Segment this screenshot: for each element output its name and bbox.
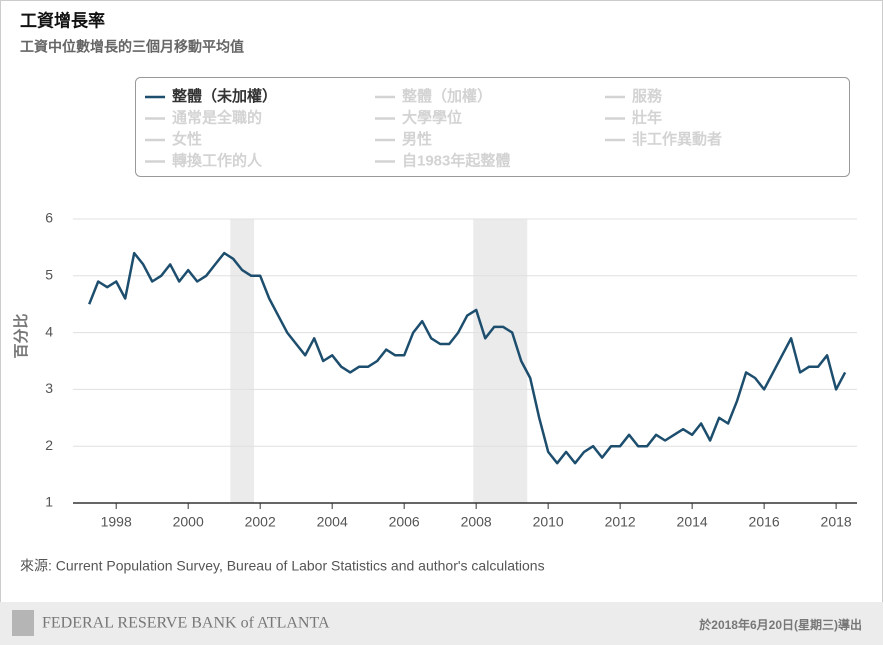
recession-shade bbox=[473, 219, 528, 503]
x-tick-label: 2000 bbox=[173, 514, 204, 530]
legend-label[interactable]: 壯年 bbox=[632, 108, 662, 126]
source: 來源: Current Population Survey, Bureau of… bbox=[20, 558, 545, 574]
x-tick-label: 2016 bbox=[749, 514, 780, 530]
x-tick-label: 2014 bbox=[677, 514, 708, 530]
legend-label[interactable]: 男性 bbox=[402, 130, 432, 148]
x-tick-label: 1998 bbox=[101, 514, 132, 530]
export-note: 於2018年6月20日(星期三)導出 bbox=[699, 617, 862, 632]
legend-label[interactable]: 非工作異動者 bbox=[632, 130, 722, 148]
legend-label: 整體（未加權） bbox=[172, 87, 277, 105]
brand: FEDERAL RESERVE BANK of ATLANTA bbox=[42, 615, 330, 632]
recession-shade bbox=[230, 219, 255, 503]
y-tick-label: 4 bbox=[45, 323, 53, 339]
y-axis-label: 百分比 bbox=[12, 313, 30, 358]
x-tick-label: 2010 bbox=[533, 514, 564, 530]
footer bbox=[0, 602, 883, 645]
legend-label[interactable]: 自1983年起整體 bbox=[402, 151, 510, 169]
chart-subtitle: 工資中位數增長的三個月移動平均值 bbox=[20, 39, 244, 55]
x-tick-label: 2008 bbox=[461, 514, 492, 530]
x-tick-label: 2012 bbox=[605, 514, 636, 530]
legend-label[interactable]: 服務 bbox=[632, 87, 663, 105]
y-tick-label: 1 bbox=[45, 494, 53, 510]
data-line bbox=[88, 251, 847, 465]
legend-label[interactable]: 女性 bbox=[172, 130, 202, 148]
x-tick-label: 2006 bbox=[389, 514, 420, 530]
legend-label[interactable]: 通常是全職的 bbox=[172, 108, 262, 126]
legend-label[interactable]: 轉換工作的人 bbox=[172, 151, 263, 169]
legend-box bbox=[135, 77, 850, 177]
x-tick-label: 2004 bbox=[317, 514, 348, 530]
logo-icon bbox=[12, 610, 34, 636]
chart-title: 工資增長率 bbox=[20, 10, 105, 30]
x-tick-label: 2002 bbox=[245, 514, 276, 530]
y-tick-label: 3 bbox=[45, 380, 53, 396]
y-tick-label: 6 bbox=[45, 210, 53, 226]
y-tick-label: 5 bbox=[45, 267, 53, 283]
x-tick-label: 2018 bbox=[821, 514, 852, 530]
legend-label[interactable]: 整體（加權） bbox=[402, 87, 492, 105]
y-tick-label: 2 bbox=[45, 437, 53, 453]
legend-label[interactable]: 大學學位 bbox=[402, 108, 462, 126]
